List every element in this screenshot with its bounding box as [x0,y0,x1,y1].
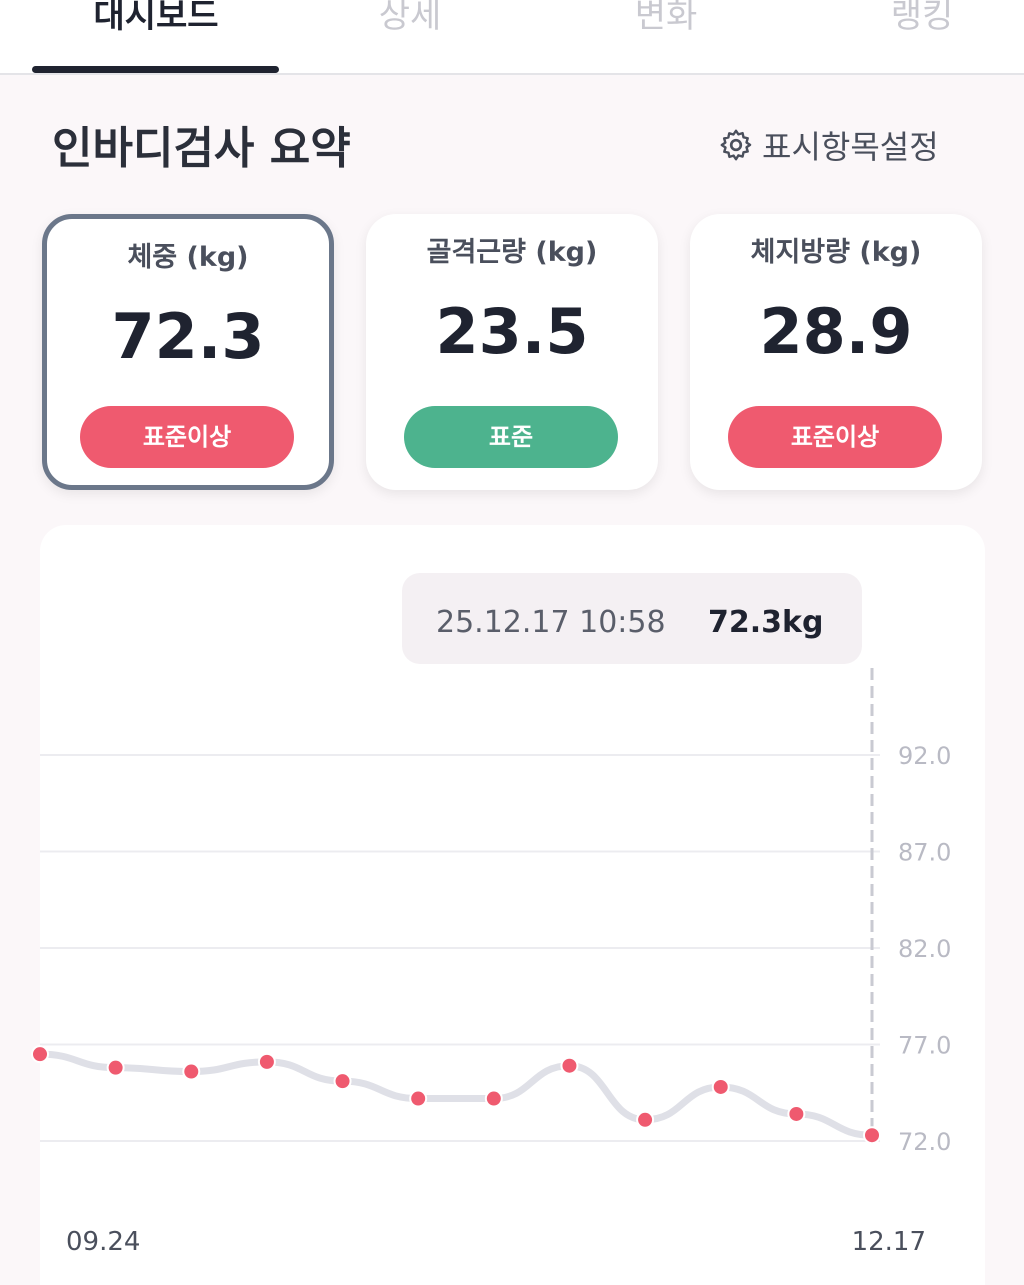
metric-value: 28.9 [759,295,913,368]
data-point [711,1077,730,1096]
series-line [36,1050,876,1139]
tooltip-time: 25.12.17 10:58 [436,605,666,640]
data-point [863,1126,881,1145]
status-badge: 표준이상 [80,406,294,468]
tab[interactable]: 상세 [378,0,442,36]
data-point [333,1072,352,1091]
tab-bar: 대시보드 상세 변화 랭킹 [0,0,1024,75]
y-tick-label: 82.0 [898,935,951,963]
tooltip [402,573,862,664]
x-tick-label: 09.24 [66,1227,140,1257]
metric-title: 체중 (kg) [127,242,249,273]
data-point [409,1089,428,1108]
data-point [31,1045,49,1064]
y-tick-label: 92.0 [898,742,951,770]
metric-value: 23.5 [435,295,589,368]
data-point [560,1056,579,1075]
tab[interactable]: 변화 [634,0,698,36]
status-badge: 표준 [404,406,618,468]
settings-label: 표시항목설정 [762,128,939,166]
data-point [257,1052,276,1071]
metric-card[interactable]: 체중 (kg) 72.3 표준이상 [42,214,334,490]
data-point [787,1104,806,1123]
y-tick-label: 77.0 [898,1032,951,1060]
metric-card[interactable]: 골격근량 (kg) 23.5 표준 [366,214,658,490]
x-tick-label: 12.17 [852,1227,926,1257]
y-tick-label: 72.0 [898,1128,951,1156]
status-badge: 표준이상 [728,406,942,468]
tooltip-value: 72.3kg [708,605,823,640]
metric-card[interactable]: 체지방량 (kg) 28.9 표준이상 [690,214,982,490]
section-title: 인바디검사 요약 [52,123,351,174]
gear-icon [720,129,752,161]
settings-button[interactable]: 표시항목설정 [718,122,939,168]
metric-title: 골격근량 (kg) [426,237,598,268]
tab[interactable]: 대시보드 [93,0,219,36]
tab-indicator [32,66,279,73]
data-point [182,1062,201,1081]
metric-value: 72.3 [111,300,265,373]
data-point [484,1089,503,1108]
y-tick-label: 87.0 [898,839,951,867]
data-point [106,1058,125,1077]
tab[interactable]: 랭킹 [890,0,954,36]
data-point [636,1110,655,1129]
metric-title: 체지방량 (kg) [750,237,922,268]
